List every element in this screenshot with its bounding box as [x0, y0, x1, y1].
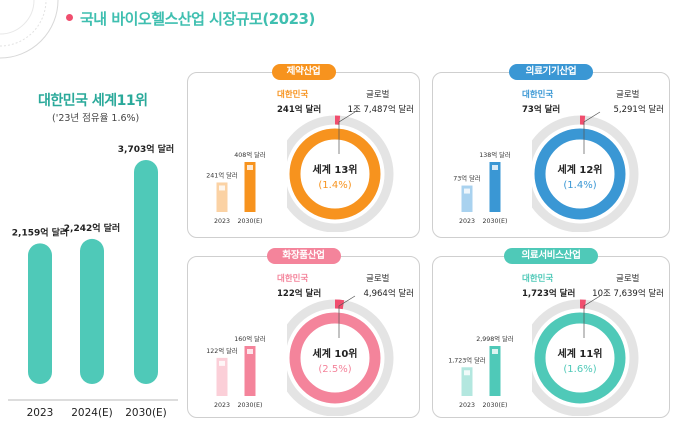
rank-label: 세계 10위 [313, 347, 358, 360]
leader-dot [578, 132, 582, 136]
industry-title-pill: 화장품산업 [266, 248, 341, 264]
mini-bar-1 [244, 162, 256, 212]
mini-bar-icon [492, 165, 498, 170]
title-bullet-icon [66, 14, 73, 21]
leader-line [338, 295, 356, 338]
mini-bar-icon [219, 185, 225, 191]
share-label: (1.4%) [563, 180, 596, 191]
mini-bar-category-label: 2030(E) [483, 218, 508, 225]
korea-label: 대한민국 [277, 90, 309, 100]
korea-label: 대한민국 [277, 274, 309, 284]
korea-value: 241억 달러 [277, 105, 322, 115]
summary-headline: 대한민국 세계11위 [38, 93, 148, 109]
korea-value: 122억 달러 [277, 289, 322, 299]
mini-bar-category-label: 2030(E) [238, 218, 263, 225]
global-value: 10조 7,639억 달러 [592, 289, 664, 299]
mini-bar-0 [461, 185, 473, 212]
share-label: (1.6%) [563, 364, 596, 375]
mini-bar-category-label: 2023 [459, 402, 475, 409]
mini-bar-value-label: 138억 달러 [479, 150, 510, 159]
main-bar-2 [134, 160, 158, 384]
global-value: 5,291억 달러 [613, 105, 665, 115]
leader-dot [333, 316, 337, 320]
main-bar-category-label: 2024(E) [71, 407, 113, 419]
mini-bar-category-label: 2023 [214, 402, 230, 409]
main-bar-value-label: 3,703억 달러 [118, 143, 174, 155]
share-donut: 세계 10위 (2.5%) [287, 295, 394, 416]
main-bar-chart: 2,159억 달러 2023 2,242억 달러 2024(E) 3,703억 달러 20… [8, 143, 178, 419]
share-label: (1.4%) [318, 180, 351, 191]
industry-title-pill: 의료기기산업 [509, 64, 593, 80]
corner-decoration [0, 0, 59, 59]
mini-bar-0 [216, 182, 228, 212]
mini-bar-1 [489, 346, 501, 396]
korea-value: 1,723억 달러 [522, 289, 576, 299]
summary-share-note: ('23년 점유율 1.6%) [52, 113, 140, 124]
main-bar-1 [80, 238, 104, 384]
share-donut: 세계 11위 (1.6%) [532, 295, 639, 416]
rank-label: 세계 11위 [558, 347, 603, 360]
global-value: 4,964억 달러 [363, 289, 415, 299]
mini-bar-icon [247, 349, 253, 354]
leader-line [338, 111, 356, 154]
mini-bar-chart: 241억 달러 2023 408억 달러 2030(E) [206, 150, 265, 225]
global-label: 글로벌 [366, 274, 390, 284]
mini-bar-chart: 1,723억 달러 2023 2,998억 달러 2030(E) [448, 334, 513, 409]
mini-bar-value-label: 160억 달러 [234, 334, 265, 343]
rank-label: 세계 13위 [313, 163, 358, 176]
donut-share-segment [334, 299, 345, 310]
mini-bar-category-label: 2030(E) [238, 402, 263, 409]
main-bar-category-label: 2030(E) [125, 407, 167, 419]
leader-line [583, 111, 601, 154]
leader-dot [578, 316, 582, 320]
mini-bar-value-label: 1,723억 달러 [448, 355, 485, 364]
mini-bar-category-label: 2023 [459, 218, 475, 225]
global-value: 1조 7,487억 달러 [347, 105, 414, 115]
leader-dot [333, 132, 337, 136]
mini-bar-value-label: 73억 달러 [453, 174, 480, 183]
mini-bar-0 [461, 367, 473, 396]
mini-bar-chart: 122억 달러 2023 160억 달러 2030(E) [206, 334, 265, 409]
korea-label: 대한민국 [522, 90, 554, 100]
global-label: 글로벌 [616, 274, 640, 284]
share-donut: 세계 12위 (1.4%) [532, 111, 639, 232]
mini-bar-1 [489, 162, 501, 212]
mini-bar-1 [244, 346, 256, 396]
mini-bar-value-label: 2,998억 달러 [476, 334, 513, 343]
korea-value: 73억 달러 [522, 105, 561, 115]
global-label: 글로벌 [366, 90, 390, 100]
main-bar-value-label: 2,242억 달러 [64, 222, 120, 234]
mini-bar-icon [219, 360, 225, 366]
mini-bar-icon [464, 370, 470, 376]
main-bar-category-label: 2023 [27, 407, 54, 419]
korea-label: 대한민국 [522, 274, 554, 284]
industry-title-pill: 제약산업 [271, 64, 336, 80]
share-label: (2.5%) [318, 364, 351, 375]
main-bar-value-label: 2,159억 달러 [12, 226, 68, 238]
mini-bar-value-label: 122억 달러 [206, 346, 237, 355]
main-bar-0 [28, 243, 52, 384]
leader-line [583, 295, 601, 338]
mini-bar-value-label: 408억 달러 [234, 150, 265, 159]
mini-bar-chart: 73억 달러 2023 138억 달러 2030(E) [453, 150, 510, 225]
mini-bar-icon [247, 165, 253, 170]
mini-bar-icon [492, 349, 498, 354]
mini-bar-value-label: 241억 달러 [206, 170, 237, 179]
page-title: 국내 바이오헬스산업 시장규모(2023) [80, 10, 315, 28]
mini-bar-icon [464, 188, 470, 194]
industry-title-pill: 의료서비스산업 [504, 248, 598, 264]
share-donut: 세계 13위 (1.4%) [287, 111, 394, 232]
rank-label: 세계 12위 [558, 163, 603, 176]
mini-bar-category-label: 2030(E) [483, 402, 508, 409]
global-label: 글로벌 [616, 90, 640, 100]
mini-bar-0 [216, 357, 228, 396]
mini-bar-category-label: 2023 [214, 218, 230, 225]
